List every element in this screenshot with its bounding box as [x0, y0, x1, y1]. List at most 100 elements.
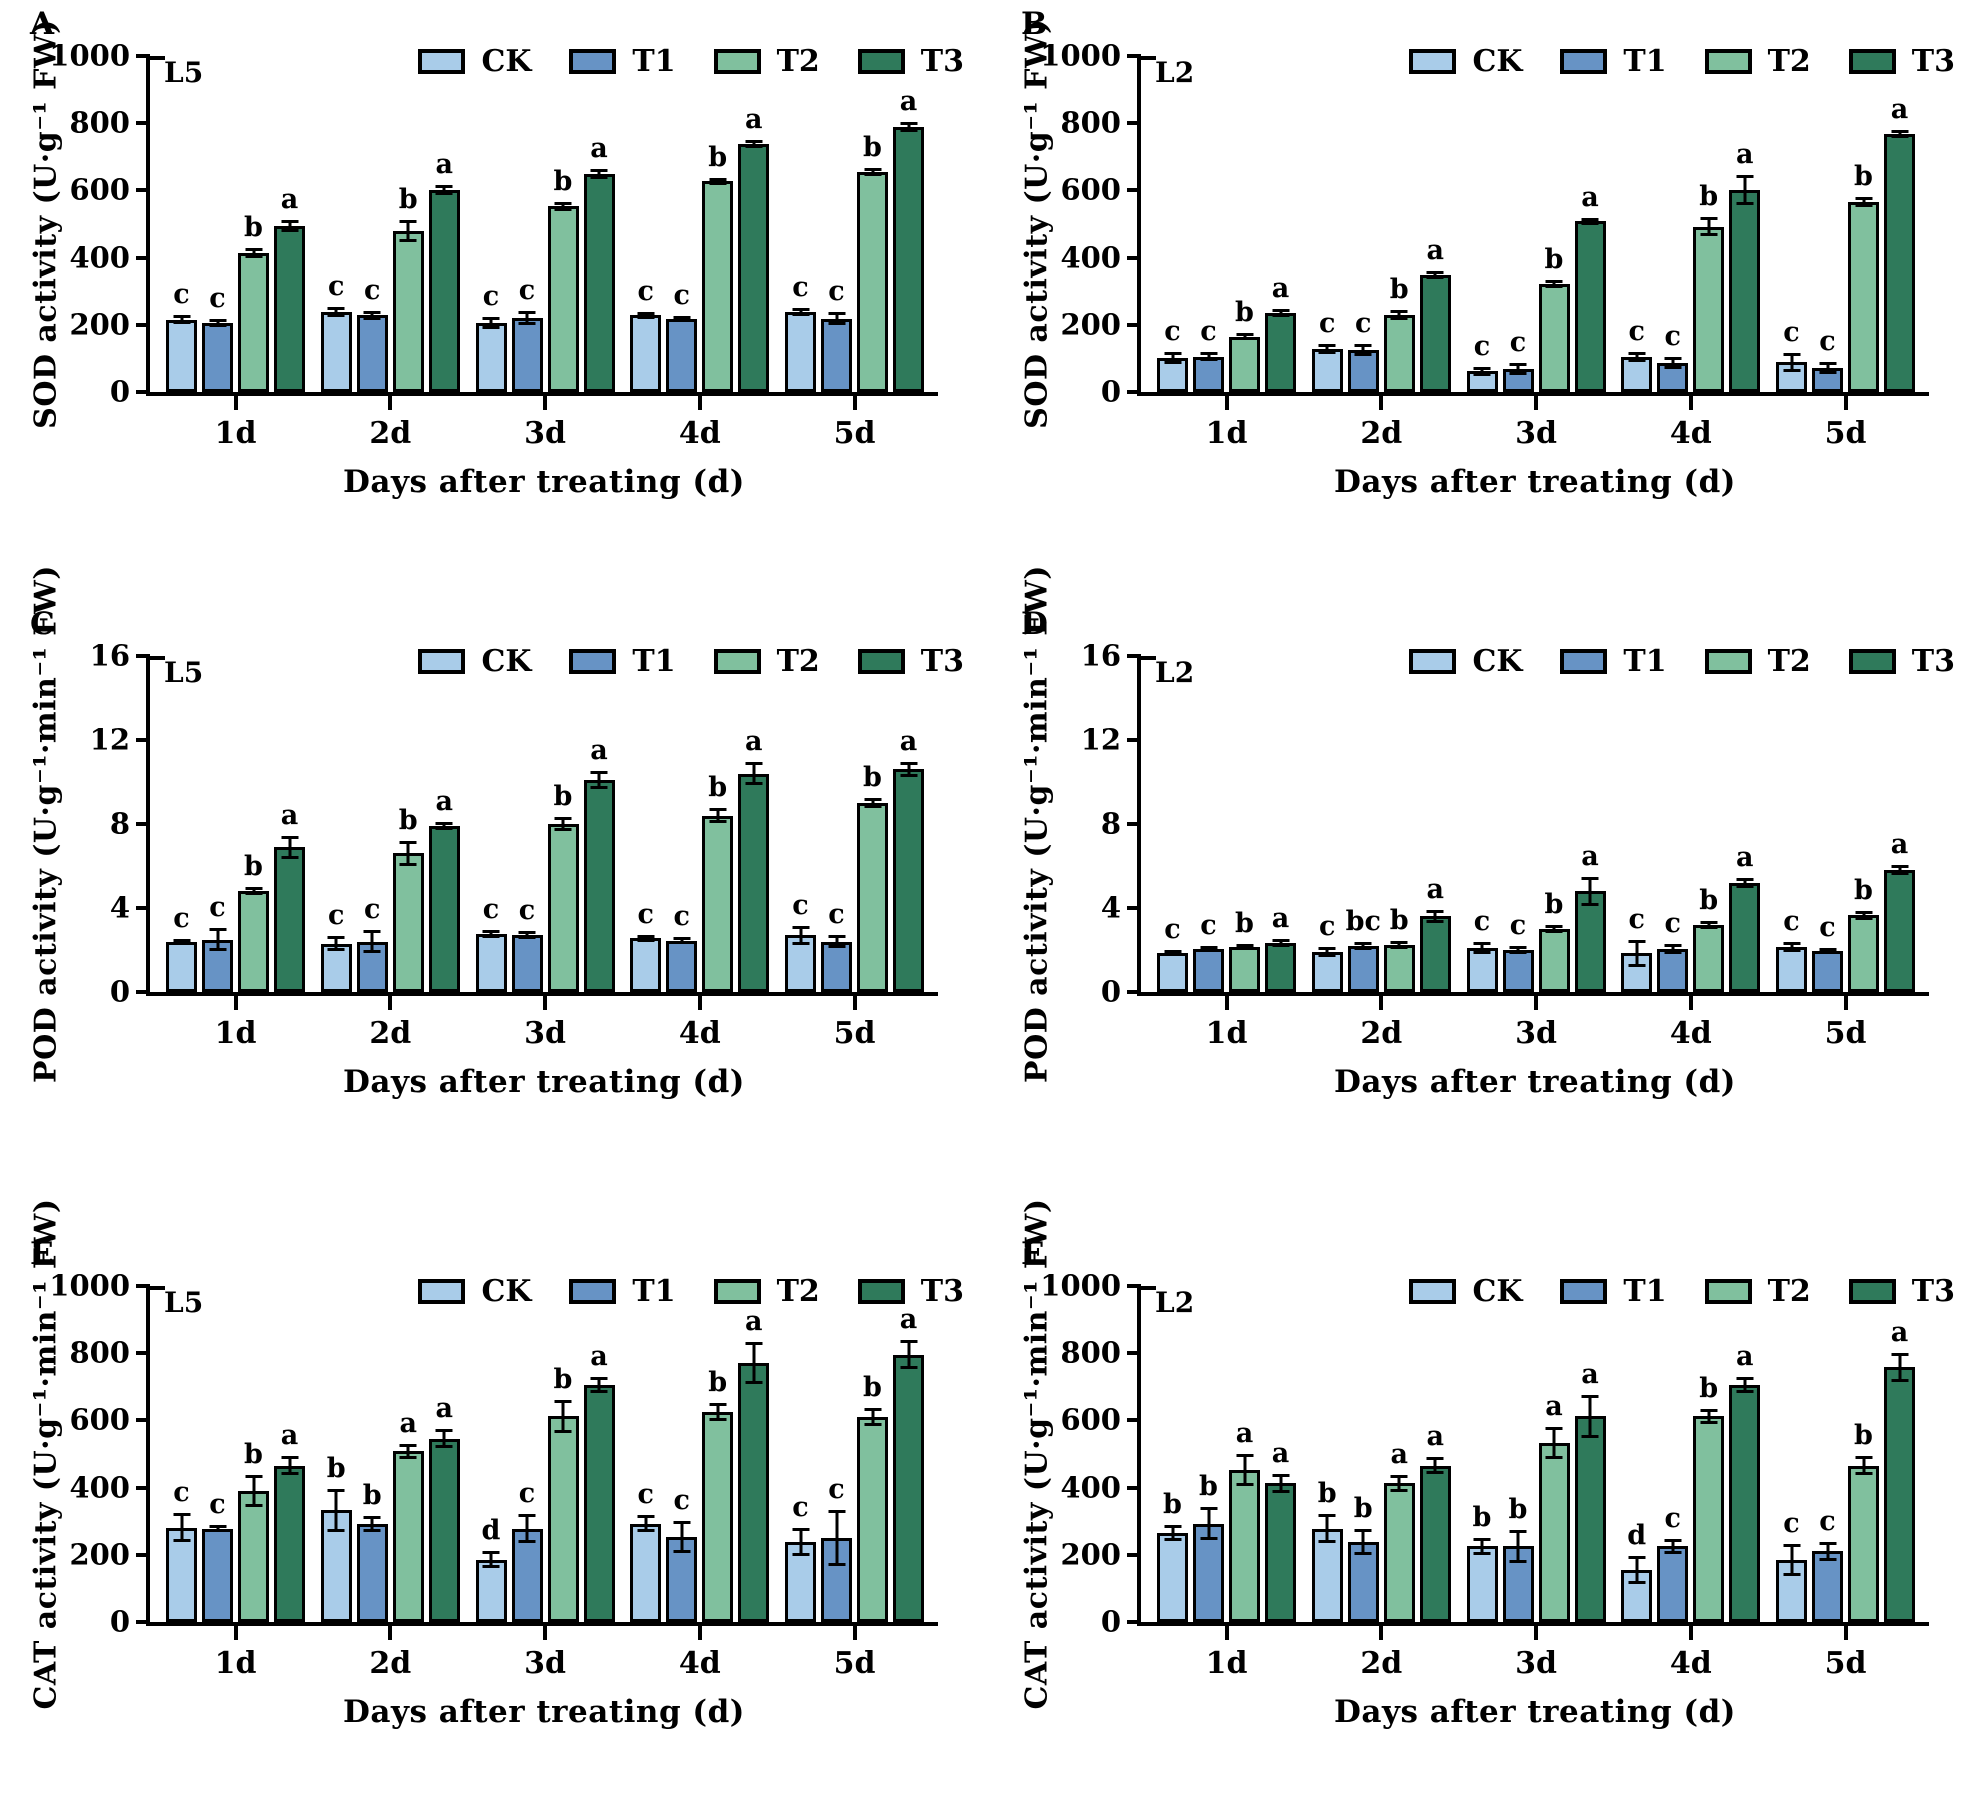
chart-panel: D POD activity (U·g⁻¹·min⁻¹ FW) L2 CK T1 T…: [991, 565, 1983, 1200]
error-bar: [1325, 344, 1329, 354]
error-bar: [1361, 1530, 1365, 1554]
significance-letter: c: [173, 902, 190, 934]
error-cap-top: [1354, 941, 1372, 945]
bar-ck: [1776, 946, 1807, 992]
error-cap-bottom: [1426, 1471, 1444, 1475]
y-axis-title: SOD activity (U·g⁻¹ FW): [28, 19, 64, 429]
error-cap-top: [590, 168, 608, 172]
error-cap-top: [1272, 938, 1289, 942]
significance-letter: c: [1355, 307, 1372, 339]
bar-t3: [428, 190, 460, 392]
error-cap-bottom: [1426, 919, 1444, 923]
error-cap-top: [363, 311, 381, 315]
bar-t2: [857, 1417, 888, 1622]
axis-top-hook: [150, 1286, 165, 1290]
significance-letter: a: [435, 1393, 454, 1425]
bar-slot: c: [320, 56, 352, 392]
error-bar: [1171, 951, 1174, 956]
y-axis-title: POD activity (U·g⁻¹·min⁻¹ FW): [28, 565, 64, 1083]
bar-slot: a: [1884, 656, 1915, 992]
x-tick-mark: [1379, 996, 1384, 1010]
error-bar: [1743, 878, 1747, 887]
bar-groups: c c b a 1d c c b a 2d c c b a 3d c c b a 4d c c b a 5d: [150, 56, 938, 451]
error-cap-bottom: [435, 1445, 453, 1449]
legend-label: CK: [481, 644, 532, 679]
error-bar: [1397, 310, 1401, 319]
bar-t3: [583, 1385, 615, 1622]
significance-letter: a: [899, 1304, 918, 1336]
bar-slot: b: [1693, 1286, 1725, 1622]
y-tick-label: 400: [1060, 1470, 1121, 1505]
error-cap-top: [900, 1340, 917, 1344]
bar-t3: [428, 1438, 460, 1622]
error-bar: [835, 313, 838, 325]
legend-item: T1: [1560, 44, 1667, 79]
x-tick-mark: [1688, 396, 1693, 410]
legend-item: T3: [857, 44, 964, 79]
error-bar: [752, 141, 756, 147]
significance-letter: a: [1581, 1359, 1599, 1391]
error-cap-top: [1390, 1474, 1408, 1478]
significance-letter: a: [1426, 874, 1445, 906]
bar-slot: c: [1347, 56, 1379, 392]
bar-t2: [1848, 1465, 1879, 1622]
error-cap-bottom: [1545, 284, 1563, 288]
bar-ck: [630, 938, 662, 992]
error-cap-bottom: [792, 312, 809, 316]
significance-letter: c: [518, 895, 536, 927]
legend-label: T1: [632, 44, 676, 79]
significance-letter: c: [364, 894, 381, 926]
bar-ck: [1621, 357, 1653, 392]
legend-label: T3: [1911, 644, 1955, 679]
bar-t2: [547, 1416, 579, 1622]
error-cap-bottom: [1628, 359, 1646, 363]
error-bar: [597, 169, 601, 178]
error-cap-top: [864, 797, 881, 801]
significance-letter: c: [1628, 316, 1645, 348]
error-bar: [799, 926, 802, 944]
bar-t2: [1229, 946, 1260, 992]
x-tick-mark: [233, 996, 238, 1010]
error-cap-bottom: [1855, 916, 1872, 920]
significance-letter: b: [1508, 1494, 1528, 1526]
error-cap-top: [245, 247, 262, 251]
bar-slot: b: [547, 1286, 579, 1622]
bar-t3: [738, 144, 770, 392]
bar-slot: c: [1776, 56, 1807, 392]
bar-ck: [785, 312, 816, 392]
legend-item: T3: [857, 1274, 964, 1309]
bar-t1: [666, 318, 698, 392]
bar-slot: a: [1574, 656, 1606, 992]
bar-slot: c: [356, 656, 388, 992]
bar-slot: c: [666, 56, 698, 392]
legend-label: T1: [1623, 644, 1667, 679]
error-bar: [1243, 1455, 1246, 1486]
error-cap-top: [1200, 945, 1217, 949]
bar-group: c c b a 5d: [1776, 656, 1915, 1051]
error-cap-top: [281, 219, 298, 223]
plot-area: L5 CK T1 T2 T3 0 200 400 600 800 1000 c c b a 1d b b a a…: [49, 1271, 964, 1730]
error-cap-top: [327, 307, 345, 311]
panel-letter: D: [1021, 606, 1048, 642]
error-cap-top: [518, 311, 536, 315]
bar-group: b b a a 1d: [1157, 1286, 1296, 1681]
significance-letter: b: [1235, 907, 1254, 939]
legend-label: T3: [920, 1274, 964, 1309]
bar-group: c c b a 4d: [1621, 56, 1761, 451]
chart-panel: A SOD activity (U·g⁻¹ FW) L5 CK T1 T2 T3 0 2…: [0, 0, 991, 600]
error-cap-bottom: [1473, 1551, 1491, 1555]
y-tick-label: 8: [109, 806, 130, 841]
x-tick-label: 1d: [1205, 1016, 1248, 1051]
error-cap-bottom: [327, 314, 345, 318]
error-cap-bottom: [1819, 1557, 1836, 1561]
bar-slot: a: [583, 1286, 615, 1622]
legend-swatch-t3: [857, 49, 905, 74]
plot-area: L5 CK T1 T2 T3 0 200 400 600 800 1000 c c b a 1d c c b a…: [49, 41, 964, 500]
error-bar: [1635, 940, 1639, 966]
legend-item: T1: [1560, 644, 1667, 679]
bar-slot: a: [893, 656, 924, 992]
panel-letter: A: [30, 6, 55, 42]
x-tick-mark: [1688, 1626, 1693, 1640]
legend-label: T1: [632, 1274, 676, 1309]
